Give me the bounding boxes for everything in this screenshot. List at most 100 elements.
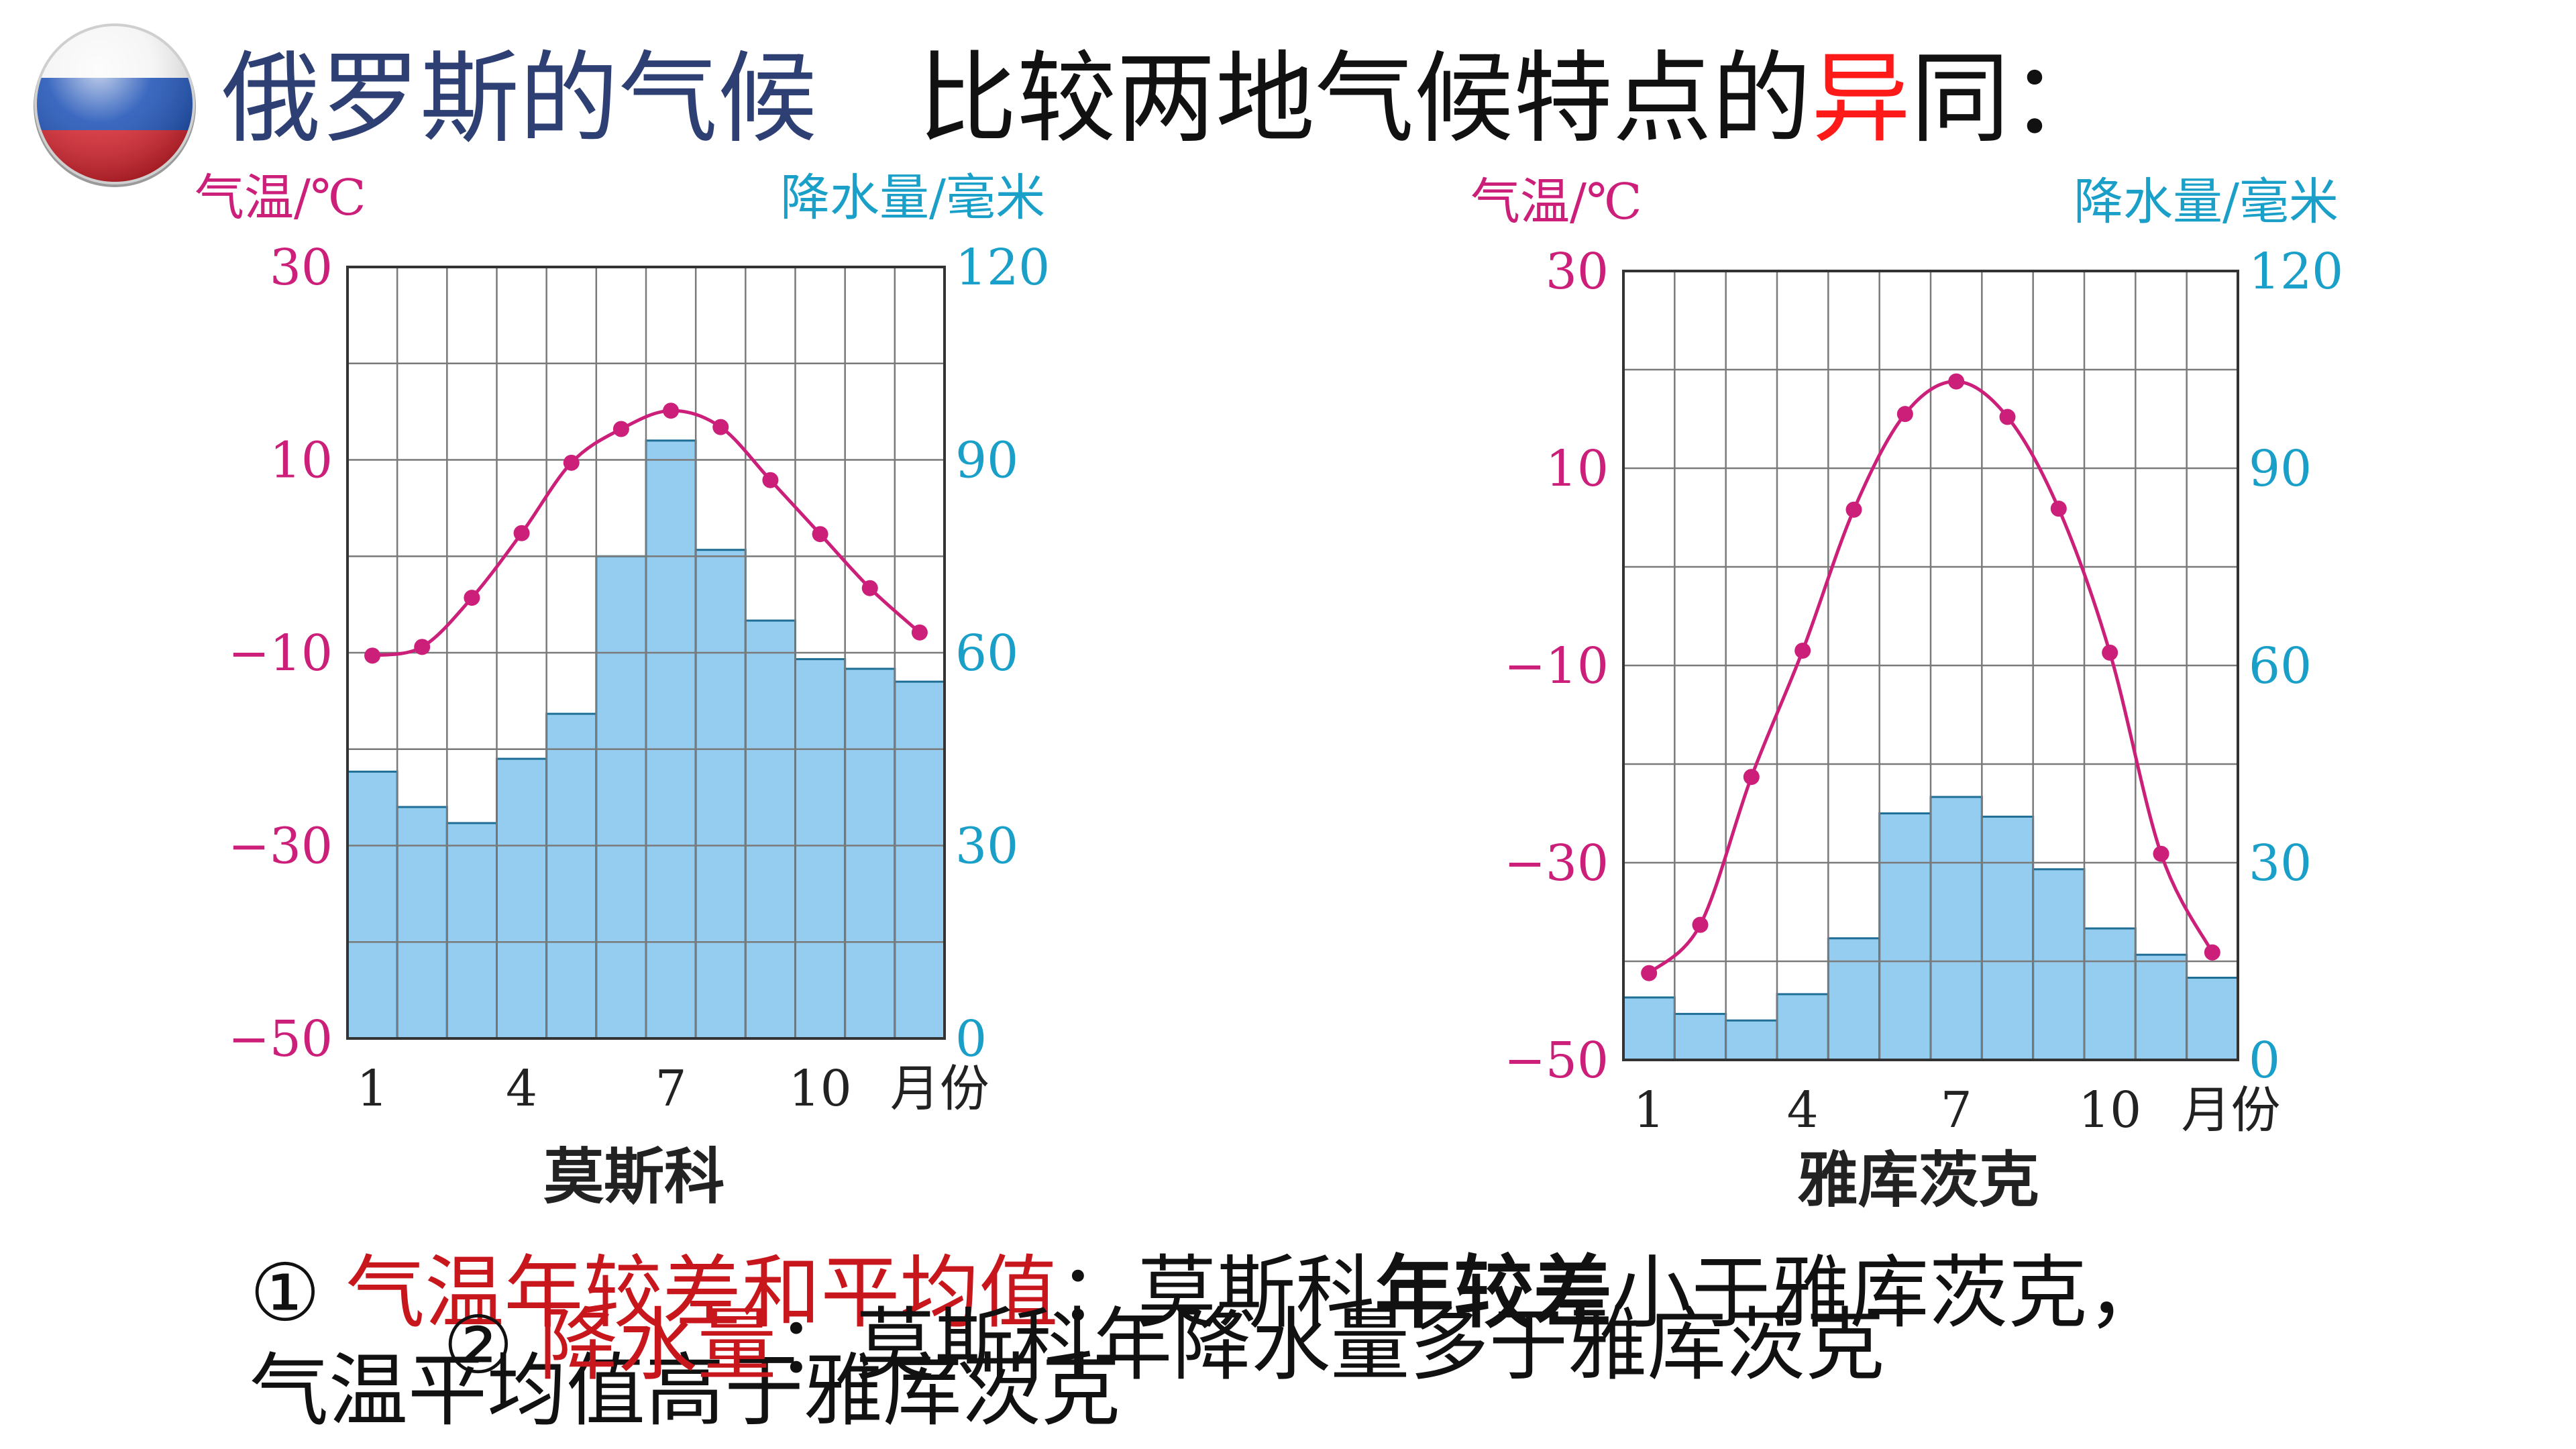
precip-bar [1827, 937, 1881, 1061]
answer-2: ② 降水量：莫斯科年降水量多于雅库茨克 [443, 1301, 1884, 1389]
temperature-point [812, 526, 828, 543]
answer-1-key: 年较差 [1375, 1246, 1613, 1339]
precip-bar [1725, 1019, 1778, 1061]
precip-tick-label: 30 [2249, 835, 2312, 892]
precip-bar [1929, 796, 1983, 1061]
question-accent-char: 异 [1811, 41, 1911, 156]
precip-bar [595, 555, 647, 1040]
answer-1-line1: ① 气温年较差和平均值：莫斯科年较差小于雅库茨克， [250, 1249, 2166, 1336]
precip-bar [645, 439, 697, 1040]
question-text-pre: 比较两地气候特点的 [918, 41, 1811, 156]
temperature-point [2102, 644, 2118, 661]
answer-1-line2: 气温平均值高于雅库茨克 [250, 1344, 1121, 1437]
precip-tick-label: 60 [2249, 637, 2312, 695]
temperature-point [1743, 769, 1760, 786]
precip-bar [1622, 996, 1676, 1061]
temperature-point [464, 590, 480, 606]
temperature-point [1845, 501, 1862, 518]
chart-moscow: 30 10 −10 −30 −50 120 90 60 30 0 气温/℃ 降水量/毫米 1 4 7 10 月份… [195, 169, 1050, 1212]
temperature-point [663, 402, 680, 419]
month-axis-label: 月份 [890, 1060, 989, 1118]
precip-bar [396, 806, 448, 1040]
month-tick-label: 7 [1941, 1081, 1972, 1139]
temp-tick-label: 10 [1546, 440, 1609, 498]
temperature-point [712, 419, 729, 435]
precip-bar [2083, 927, 2137, 1061]
precip-tick-label: 30 [955, 818, 1018, 875]
precip-bar [1776, 993, 1829, 1061]
question-text-post: 同： [1911, 41, 2109, 156]
temp-axis-label: 气温/℃ [195, 169, 366, 227]
temperature-point [1794, 642, 1811, 659]
precip-bar [445, 822, 498, 1040]
month-tick-label: 4 [1787, 1081, 1819, 1139]
precip-bar [496, 757, 548, 1040]
temperature-line [1648, 380, 2214, 975]
precip-bar [545, 712, 598, 1040]
plot-frame [1622, 270, 2239, 1061]
temp-tick-label: 10 [270, 432, 333, 490]
precip-axis-label: 降水量/毫米 [780, 169, 1045, 227]
temperature-point [2153, 845, 2169, 862]
month-tick-label: 4 [506, 1060, 537, 1118]
month-tick-label: 1 [1633, 1081, 1665, 1139]
temperature-point [911, 624, 928, 641]
temperature-point [414, 639, 431, 655]
temperature-point [513, 525, 530, 541]
precip-tick-label: 90 [955, 432, 1018, 490]
temperature-point [1692, 916, 1709, 933]
answer-2-text: ：莫斯科年降水量多于雅库茨克 [776, 1299, 1885, 1391]
month-tick-label: 10 [788, 1060, 851, 1118]
answer-1-topic: 气温年较差和平均值 [345, 1246, 1059, 1339]
temp-tick-label: −30 [228, 818, 333, 875]
precip-bar [844, 667, 896, 1040]
precip-bar [894, 680, 946, 1040]
russia-flag-icon [34, 23, 196, 187]
temperature-point [1999, 409, 2016, 425]
precip-bar [2032, 868, 2086, 1061]
temperature-point [2204, 944, 2220, 961]
precip-bar [2134, 953, 2188, 1061]
temp-tick-label: −10 [228, 625, 333, 682]
temp-tick-label: 30 [270, 239, 333, 297]
answer-1-tail: 小于雅库茨克， [1612, 1246, 2167, 1339]
month-tick-label: 7 [655, 1060, 687, 1118]
grid [1623, 271, 2238, 1060]
city-name: 雅库茨克 [1798, 1144, 2039, 1216]
temp-tick-label: −30 [1504, 835, 1609, 892]
precip-bar [1673, 1012, 1727, 1061]
temperature-point [2050, 500, 2067, 517]
temperature-point [861, 580, 878, 596]
precip-axis-label: 降水量/毫米 [2074, 173, 2339, 231]
month-axis-label: 月份 [2182, 1081, 2281, 1139]
plot-frame [346, 266, 946, 1040]
temperature-point [364, 647, 381, 664]
temp-tick-label: −50 [1504, 1032, 1609, 1089]
precip-tick-label: 0 [2249, 1032, 2280, 1089]
temp-tick-label: −10 [1504, 637, 1609, 695]
temp-axis-label: 气温/℃ [1470, 173, 1642, 231]
precip-tick-label: 90 [2249, 440, 2312, 498]
temperature-point [1948, 373, 1965, 390]
precip-bar [1878, 812, 1932, 1061]
precip-bar [346, 770, 398, 1040]
temperature-point [1896, 406, 1913, 423]
temp-tick-label: 30 [1546, 243, 1609, 301]
temperature-point [563, 454, 580, 471]
precip-tick-label: 0 [955, 1010, 987, 1068]
answer-1-sep: ：莫斯科 [1058, 1246, 1375, 1339]
question-title: 比较两地气候特点的异同： [918, 42, 2109, 156]
precip-bar [2186, 977, 2239, 1061]
precip-bar [744, 619, 797, 1040]
answer-2-number: ② [443, 1299, 514, 1391]
precip-tick-label: 120 [2249, 243, 2343, 301]
temp-tick-label: −50 [228, 1010, 333, 1068]
month-tick-label: 1 [357, 1060, 388, 1118]
chart-yakutsk: 30 10 −10 −30 −50 120 90 60 30 0 气温/℃ 降水量/毫米 1 4 7 10 月份… [1470, 173, 2343, 1216]
precip-tick-label: 120 [955, 239, 1050, 297]
city-name: 莫斯科 [543, 1141, 724, 1212]
temperature-point [762, 472, 779, 488]
page-title: 俄罗斯的气候 [221, 41, 817, 156]
temperature-point [612, 421, 629, 437]
